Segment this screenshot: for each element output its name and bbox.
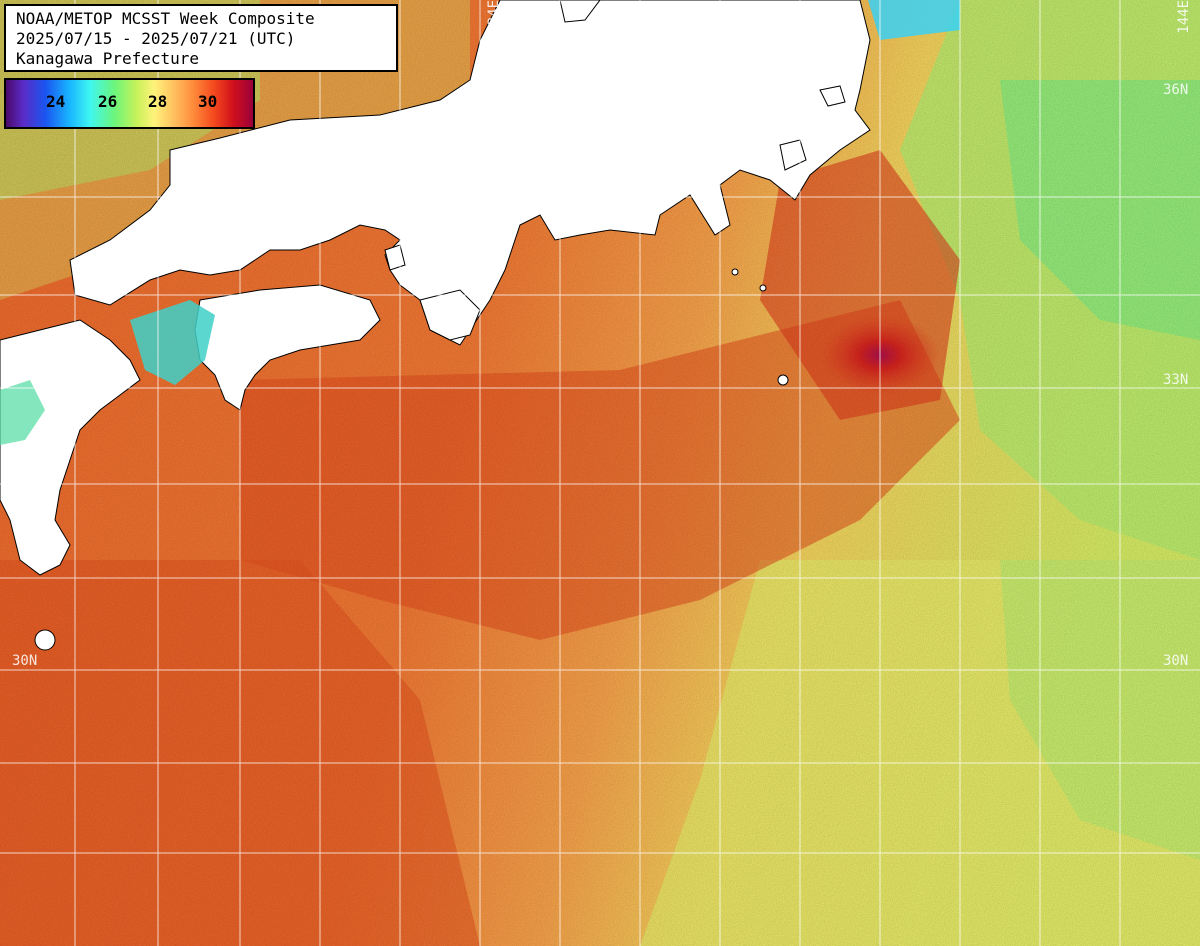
- grid-label-144e: 144E: [1176, 0, 1192, 34]
- land-island-4: [759, 284, 767, 292]
- title-line-1: NOAA/METOP MCSST Week Composite: [16, 9, 315, 28]
- land-island-1: [34, 629, 56, 651]
- land-island-3: [731, 268, 739, 276]
- coastal-patch-kyushu: [0, 380, 45, 445]
- land-honshu: [69, 0, 871, 346]
- grid-label-30n-left: 30N: [12, 653, 38, 669]
- color-legend: 24 26 28 30: [4, 78, 255, 129]
- legend-label-30: 30: [198, 92, 218, 111]
- land-fuji-coast: [819, 85, 846, 107]
- legend-label-24: 24: [46, 92, 66, 111]
- title-line-3: Kanagawa Prefecture: [16, 49, 200, 68]
- grid-label-36n-right: 36N: [1163, 82, 1189, 98]
- land-noto: [559, 0, 601, 23]
- coastal-patch-seto: [130, 300, 215, 385]
- legend-label-28: 28: [148, 92, 168, 111]
- land: [0, 0, 871, 651]
- land-kyushu: [0, 319, 141, 576]
- land-kii: [419, 289, 481, 341]
- title-line-2: 2025/07/15 - 2025/07/21 (UTC): [16, 29, 296, 48]
- land-island-2: [777, 374, 789, 386]
- coastal-patch-east-bay: [868, 0, 960, 40]
- grid-label-134e: 134E: [486, 0, 502, 34]
- title-box: NOAA/METOP MCSST Week Composite 2025/07/…: [4, 4, 398, 72]
- legend-label-26: 26: [98, 92, 118, 111]
- grid-label-33n-right: 33N: [1163, 372, 1189, 388]
- grid-label-30n-right: 30N: [1163, 653, 1189, 669]
